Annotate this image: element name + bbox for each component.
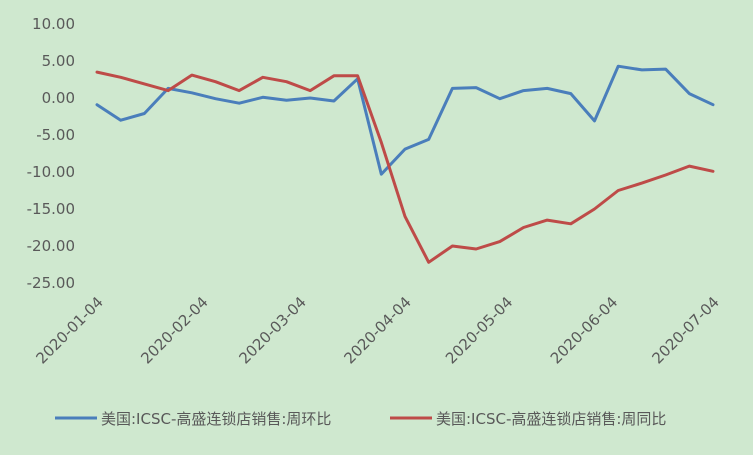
y-tick-label: -25.00 [27, 274, 75, 292]
legend-label-series-1: 美国:ICSC-高盛连锁店销售:周环比 [101, 410, 331, 428]
y-tick-label: 10.00 [32, 15, 75, 33]
x-tick-label: 2020-06-04 [547, 293, 621, 367]
x-tick-label: 2020-05-04 [442, 293, 516, 367]
y-tick-label: 5.00 [42, 52, 75, 70]
x-axis-ticks: 2020-01-04 2020-02-04 2020-03-04 2020-04-04… [32, 293, 722, 367]
legend-label-series-2: 美国:ICSC-高盛连锁店销售:周同比 [436, 410, 666, 428]
x-tick-label: 2020-03-04 [236, 293, 310, 367]
x-tick-label: 2020-04-04 [340, 293, 414, 367]
y-axis-ticks: 10.00 5.00 0.00 -5.00 -10.00 -15.00 -20.00 -25.… [27, 15, 75, 292]
y-tick-label: -15.00 [27, 200, 75, 218]
legend-item-series-1: 美国:ICSC-高盛连锁店销售:周环比 [55, 410, 331, 428]
x-tick-label: 2020-01-04 [32, 293, 106, 367]
y-tick-label: -20.00 [27, 237, 75, 255]
x-tick-label: 2020-02-04 [137, 293, 211, 367]
series-lines [95, 64, 715, 264]
legend-item-series-2: 美国:ICSC-高盛连锁店销售:周同比 [390, 410, 666, 428]
y-tick-label: -10.00 [27, 163, 75, 181]
y-tick-label: -5.00 [36, 126, 75, 144]
series-line-1 [95, 64, 715, 176]
x-tick-label: 2020-07-04 [648, 293, 722, 367]
series-line-2 [95, 70, 715, 264]
legend: 美国:ICSC-高盛连锁店销售:周环比 美国:ICSC-高盛连锁店销售:周同比 [55, 410, 666, 428]
y-tick-label: 0.00 [42, 89, 75, 107]
